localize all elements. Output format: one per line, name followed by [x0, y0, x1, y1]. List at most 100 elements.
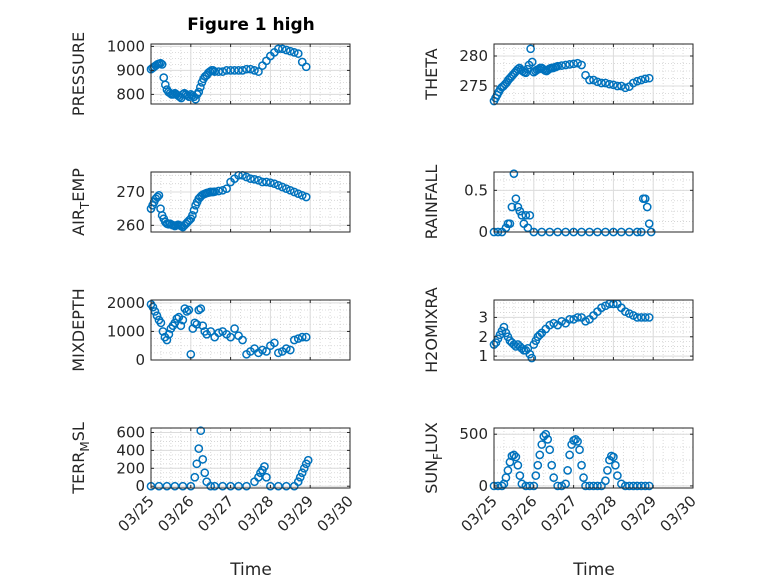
data-point	[196, 304, 206, 313]
data-point	[176, 321, 186, 331]
data-point	[210, 67, 220, 76]
data-point	[640, 481, 650, 491]
data-point	[200, 468, 210, 478]
data-point	[301, 332, 311, 342]
y-tick-label: 2	[478, 328, 488, 346]
data-point	[164, 329, 174, 339]
data-point	[172, 314, 182, 323]
subplot-theta: 275 280 THETA	[422, 43, 694, 106]
data-point	[549, 473, 559, 483]
data-point	[234, 481, 243, 491]
data-point	[628, 78, 638, 88]
data-point	[565, 450, 574, 460]
data-point	[191, 94, 200, 104]
data-point	[575, 445, 584, 455]
data-point	[632, 76, 642, 86]
data-point	[523, 344, 533, 353]
y-axis-label-part: LUX	[422, 422, 441, 453]
data-point	[535, 330, 545, 340]
data-point	[561, 479, 570, 489]
data-point	[581, 481, 590, 491]
data-point	[617, 81, 626, 91]
data-point	[513, 460, 523, 470]
data-point	[301, 62, 311, 72]
data-point	[642, 202, 652, 212]
data-point	[162, 481, 172, 491]
data-point	[624, 481, 634, 491]
data-point	[157, 60, 167, 69]
data-point	[274, 348, 283, 358]
data-point	[218, 185, 227, 195]
data-point	[148, 302, 158, 312]
data-point	[497, 481, 507, 491]
data-point	[541, 429, 551, 439]
y-tick-label: 0	[478, 477, 488, 495]
data-point	[565, 60, 574, 69]
data-point	[509, 450, 519, 460]
data-point	[644, 219, 654, 229]
data-point	[285, 185, 295, 195]
data-point	[565, 315, 574, 324]
data-point	[545, 445, 555, 455]
data-point	[301, 192, 311, 202]
y-axis-label-part: AIR	[69, 209, 88, 236]
y-tick-label: 280	[459, 47, 488, 65]
data-point	[644, 313, 654, 322]
y-tick-label: 400	[116, 441, 145, 459]
data-point	[553, 481, 563, 491]
y-tick-label: 3	[478, 308, 488, 326]
y-tick-label: 1000	[107, 37, 145, 55]
y-tick-label: 0	[135, 351, 145, 369]
data-point	[156, 318, 166, 328]
data-point	[573, 58, 582, 68]
data-point	[297, 468, 307, 478]
data-point	[281, 481, 291, 491]
y-tick-label: 270	[116, 183, 145, 201]
data-point	[242, 481, 251, 491]
data-point	[529, 481, 539, 491]
y-tick-label: 0	[135, 477, 145, 495]
data-point	[569, 59, 578, 69]
data-point	[632, 313, 642, 322]
minor-grid	[150, 427, 351, 488]
y-axis-label: AIRTEMP	[69, 168, 92, 236]
data-point	[511, 452, 521, 462]
data-point	[262, 472, 271, 482]
data-point	[206, 327, 216, 336]
data-point	[601, 476, 610, 486]
x-axis-label-right: Time	[572, 560, 615, 580]
subplot-rainfall: 0 0.5 RAINFALL	[422, 165, 694, 241]
y-axis-label-part: SL	[69, 422, 88, 441]
data-point	[152, 311, 162, 321]
data-point	[196, 426, 206, 436]
data-point	[258, 177, 267, 187]
data-point	[194, 305, 204, 315]
data-point	[579, 473, 588, 483]
data-point	[198, 454, 208, 464]
y-axis-label: THETA	[422, 48, 441, 100]
data-point	[281, 184, 291, 194]
data-point	[234, 66, 243, 75]
data-point	[527, 57, 537, 67]
data-point	[170, 481, 180, 491]
subplot-mixdepth: 0 1000 2000 MIXDEPTH	[69, 288, 351, 372]
y-tick-label: 1	[478, 347, 488, 365]
data-point	[289, 335, 299, 345]
data-point	[293, 477, 303, 487]
data-point	[644, 73, 654, 83]
y-axis-label: PRESSURE	[69, 32, 88, 116]
y-axis-label: SUNFLUX	[422, 422, 445, 494]
data-point	[188, 210, 197, 220]
data-point	[561, 60, 570, 70]
data-point	[609, 80, 618, 90]
data-point	[509, 169, 519, 179]
data-point	[513, 202, 523, 212]
data-point	[206, 481, 216, 491]
data-point	[266, 481, 275, 491]
data-point	[295, 472, 305, 482]
data-point	[299, 463, 309, 473]
data-point	[620, 481, 630, 491]
data-point	[521, 210, 531, 220]
data-point	[593, 481, 602, 491]
data-point	[160, 80, 170, 90]
